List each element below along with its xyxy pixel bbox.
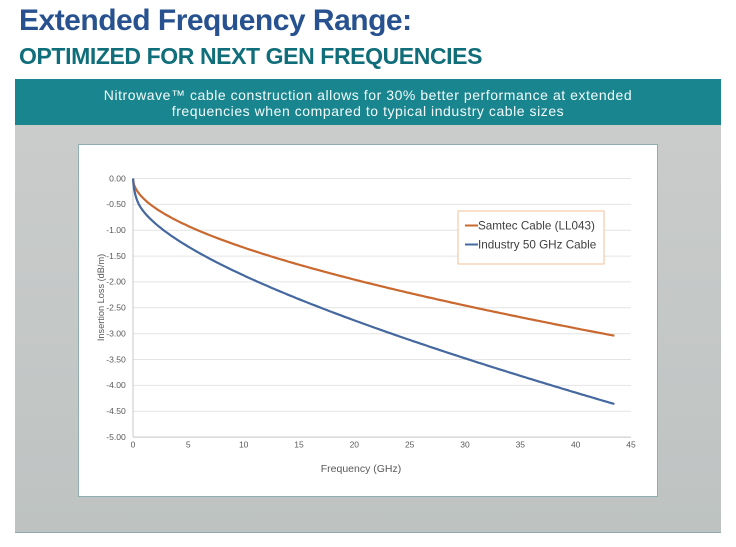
svg-text:-0.50: -0.50 <box>106 199 126 209</box>
svg-text:45: 45 <box>626 440 636 450</box>
svg-text:35: 35 <box>516 440 526 450</box>
svg-text:-1.50: -1.50 <box>106 251 126 261</box>
svg-text:-5.00: -5.00 <box>106 432 126 442</box>
svg-text:Samtec Cable (LL043): Samtec Cable (LL043) <box>478 220 595 233</box>
svg-text:-1.00: -1.00 <box>106 225 126 235</box>
svg-text:-3.50: -3.50 <box>106 354 126 364</box>
svg-text:15: 15 <box>294 440 304 450</box>
svg-text:30: 30 <box>460 440 470 450</box>
svg-text:-2.00: -2.00 <box>106 277 126 287</box>
svg-text:-2.50: -2.50 <box>106 303 126 313</box>
svg-text:-4.00: -4.00 <box>106 380 126 390</box>
svg-text:0: 0 <box>131 440 136 450</box>
svg-text:Insertion Loss (dB/m): Insertion Loss (dB/m) <box>96 254 106 341</box>
svg-text:Frequency (GHz): Frequency (GHz) <box>321 463 402 475</box>
svg-text:-3.00: -3.00 <box>106 329 126 339</box>
svg-text:-4.50: -4.50 <box>106 406 126 416</box>
svg-text:25: 25 <box>405 440 415 450</box>
svg-text:20: 20 <box>350 440 360 450</box>
svg-text:0.00: 0.00 <box>109 173 126 183</box>
svg-text:5: 5 <box>186 440 191 450</box>
svg-text:40: 40 <box>571 440 581 450</box>
svg-text:Industry 50 GHz Cable: Industry 50 GHz Cable <box>478 239 596 252</box>
svg-text:10: 10 <box>239 440 249 450</box>
